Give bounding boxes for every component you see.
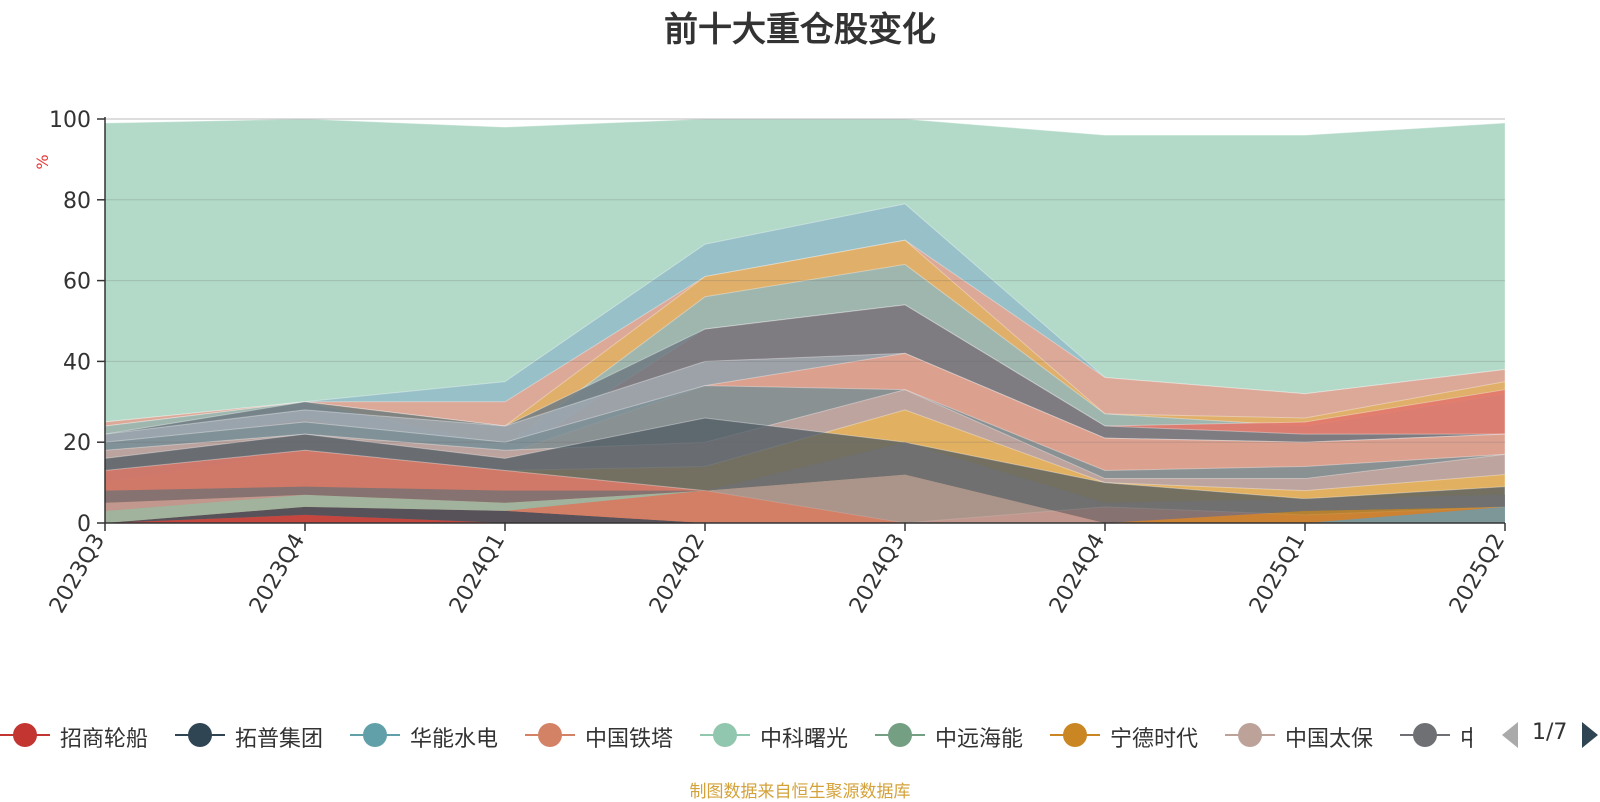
x-tick-label: 2025Q2	[1445, 530, 1510, 618]
triangle-right-icon	[1582, 722, 1598, 748]
legend-next-button[interactable]	[1580, 720, 1600, 750]
legend-item[interactable]: 中远海能	[875, 715, 1050, 755]
x-tick-label: 2024Q1	[445, 530, 510, 618]
series-area[interactable]	[105, 506, 1505, 523]
legend-prev-button[interactable]	[1500, 720, 1520, 750]
legend-label: 华能水电	[410, 727, 499, 752]
x-tick-label: 2023Q3	[45, 530, 110, 618]
legend-marker-icon	[1400, 723, 1450, 747]
series-area[interactable]	[105, 514, 1505, 523]
legend-marker-icon	[175, 723, 225, 747]
legend-label: 拓普集团	[235, 727, 324, 752]
legend-item[interactable]: 华能水电	[350, 715, 525, 755]
legend-label: 中国铁塔	[585, 727, 674, 752]
legend-item[interactable]: 招商轮船	[0, 715, 175, 755]
legend-pager: 1/7	[1500, 718, 1600, 752]
x-tick-label: 2024Q4	[1045, 530, 1110, 618]
y-tick-label: 60	[63, 270, 91, 295]
legend: 招商轮船 拓普集团 华能水电 中国铁塔 中科曙光 中远海能 宁德时代 中国太保 中芯国际	[0, 715, 1472, 755]
y-tick-label: 100	[49, 108, 91, 133]
legend-label: 中科曙光	[760, 727, 849, 752]
series-area[interactable]	[105, 490, 1505, 523]
legend-marker-icon	[1225, 723, 1275, 747]
legend-label: 中远海能	[935, 727, 1024, 752]
legend-item[interactable]: 中国铁塔	[525, 715, 700, 755]
chart-title: 前十大重仓股变化	[664, 10, 936, 50]
legend-item[interactable]: 拓普集团	[175, 715, 350, 755]
legend-label: 中芯国际	[1460, 727, 1472, 752]
legend-item[interactable]: 中科曙光	[700, 715, 875, 755]
area-bands	[104, 118, 1506, 524]
legend-page-indicator: 1/7	[1532, 720, 1568, 745]
series-area[interactable]	[105, 474, 1505, 523]
series-area[interactable]	[105, 442, 1505, 523]
y-tick-label: 40	[63, 350, 91, 375]
legend-marker-icon	[350, 723, 400, 747]
y-axis-label: %	[33, 154, 52, 169]
legend-marker-icon	[700, 723, 750, 747]
y-tick-label: 0	[77, 512, 91, 537]
x-tick-label: 2025Q1	[1245, 530, 1310, 618]
legend-label: 中国太保	[1285, 727, 1374, 752]
y-tick-label: 80	[63, 189, 91, 214]
x-tick-label: 2024Q2	[645, 530, 710, 618]
x-tick-label: 2024Q3	[845, 530, 910, 618]
legend-label: 招商轮船	[60, 727, 149, 752]
triangle-left-icon	[1502, 722, 1518, 748]
legend-item[interactable]: 宁德时代	[1050, 715, 1225, 755]
legend-item[interactable]: 中国太保	[1225, 715, 1400, 755]
legend-marker-icon	[0, 723, 50, 747]
legend-marker-icon	[1050, 723, 1100, 747]
x-tick-label: 2023Q4	[245, 530, 310, 618]
legend-marker-icon	[525, 723, 575, 747]
series-area[interactable]	[105, 506, 1505, 523]
legend-marker-icon	[875, 723, 925, 747]
legend-item[interactable]: 中芯国际	[1400, 715, 1472, 755]
legend-label: 宁德时代	[1110, 727, 1199, 752]
y-tick-label: 20	[63, 431, 91, 456]
source-note: 制图数据来自恒生聚源数据库	[689, 782, 911, 802]
